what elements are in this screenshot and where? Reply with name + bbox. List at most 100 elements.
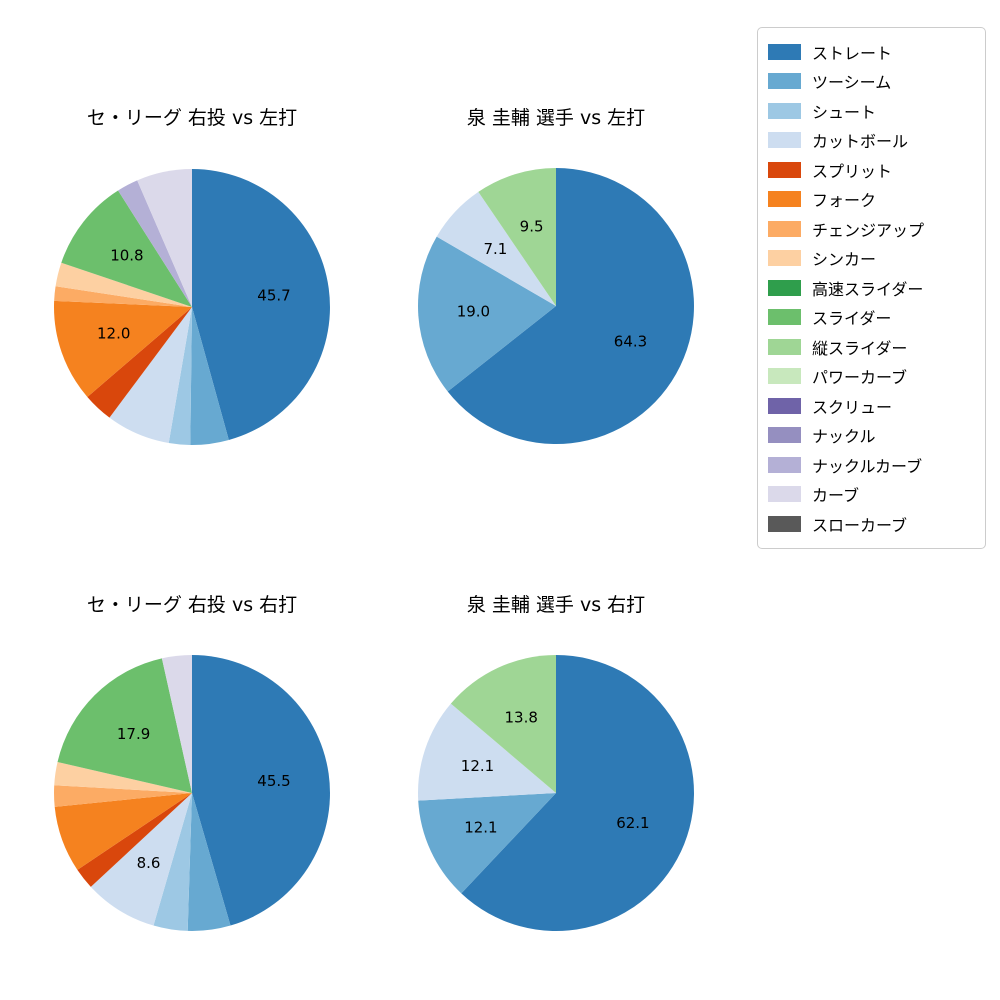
pie-slice-カーブ (137, 168, 192, 307)
pie-slice-カットボール (436, 191, 556, 306)
slice-label: 8.6 (137, 854, 161, 872)
pie-slice-ナックルカーブ (118, 180, 192, 307)
legend-label: シュート (812, 102, 877, 122)
pie-slice-スプリット (77, 793, 192, 887)
pie-slice-ストレート (447, 168, 694, 444)
slice-label: 45.7 (257, 286, 290, 304)
legend-item: ナックルカーブ (768, 450, 975, 480)
legend-swatch (768, 309, 801, 326)
chart-title-player-vs-left: 泉 圭輔 選手 vs 左打 (466, 107, 646, 129)
pie-slice-ツーシーム (417, 236, 556, 392)
legend-swatch (768, 102, 801, 119)
legend-swatch (768, 43, 801, 60)
pie-slice-スライダー (61, 190, 192, 307)
legend-label: スライダー (812, 309, 892, 329)
slice-label: 62.1 (616, 814, 649, 832)
pie-slice-ツーシーム (418, 793, 556, 894)
legend-item: カットボール (768, 126, 975, 156)
legend-label: ナックル (812, 427, 876, 447)
pie-slice-チェンジアップ (54, 785, 193, 807)
slice-label: 12.1 (461, 757, 494, 775)
legend-swatch (768, 456, 801, 473)
pie-slice-縦スライダー (478, 167, 556, 306)
legend-item: ツーシーム (768, 67, 975, 97)
legend-label: 縦スライダー (812, 338, 908, 358)
legend-item: フォーク (768, 185, 975, 215)
legend-label: フォーク (812, 191, 877, 211)
legend-swatch (768, 427, 801, 444)
legend-swatch (768, 515, 801, 532)
pie-slice-ツーシーム (190, 307, 229, 446)
chart-title-league-vs-left: セ・リーグ 右投 vs 左打 (86, 107, 298, 129)
legend-swatch (768, 73, 801, 90)
pie-slice-シンカー (55, 262, 192, 307)
pie-slice-ストレート (192, 655, 330, 926)
legend-swatch (768, 250, 801, 267)
pie-slice-ストレート (192, 169, 330, 440)
legend-item: カーブ (768, 480, 975, 510)
legend-item: スライダー (768, 303, 975, 333)
pie-slice-シュート (153, 793, 192, 931)
legend-label: シンカー (812, 250, 877, 270)
legend-swatch (768, 220, 801, 237)
pie-slice-カットボール (418, 703, 556, 801)
legend-item: スローカーブ (768, 509, 975, 539)
legend-item: ストレート (768, 37, 975, 67)
pie-slice-ツーシーム (187, 793, 231, 931)
slice-label: 45.5 (257, 772, 290, 790)
legend-swatch (768, 486, 801, 503)
pie-slice-フォーク (54, 793, 193, 870)
legend-label: 高速スライダー (812, 279, 924, 299)
legend-swatch (768, 368, 801, 385)
legend: ストレートツーシームシュートカットボール スプリットフォークチェンジアップ シンカー… (757, 27, 986, 549)
legend-item: シンカー (768, 244, 975, 274)
slice-label: 9.5 (520, 217, 544, 235)
chart-title-league-vs-right: セ・リーグ 右投 vs 右打 (86, 594, 298, 616)
legend-item: スプリット (768, 155, 975, 185)
legend-swatch (768, 132, 801, 149)
legend-item: 高速スライダー (768, 273, 975, 303)
slice-label: 13.8 (504, 708, 537, 726)
legend-item: パワーカーブ (768, 362, 975, 392)
pie-slice-カーブ (161, 655, 192, 793)
pie-slice-カットボール (109, 307, 192, 444)
slice-label: 19.0 (457, 302, 490, 320)
legend-label: ツーシーム (812, 73, 892, 93)
slice-label: 64.3 (614, 333, 647, 351)
pie-slice-スライダー (57, 658, 192, 793)
legend-swatch (768, 161, 801, 178)
legend-label: ナックルカーブ (812, 456, 923, 476)
chart-title-player-vs-right: 泉 圭輔 選手 vs 右打 (466, 594, 646, 616)
pie-slice-カットボール (90, 793, 192, 926)
legend-label: チェンジアップ (812, 220, 925, 240)
pie-slice-フォーク (53, 300, 192, 397)
legend-label: スローカーブ (812, 515, 908, 535)
legend-swatch (768, 191, 801, 208)
legend-swatch (768, 397, 801, 414)
slice-label: 12.1 (464, 818, 497, 836)
pie-slice-スプリット (87, 307, 192, 418)
legend-label: パワーカーブ (812, 368, 908, 388)
pie-slice-チェンジアップ (54, 286, 192, 307)
pie-slice-縦スライダー (450, 655, 556, 793)
legend-item: スクリュー (768, 391, 975, 421)
slice-label: 7.1 (483, 240, 507, 258)
legend-swatch (768, 279, 801, 296)
legend-label: カットボール (812, 132, 909, 152)
legend-item: ナックル (768, 421, 975, 451)
legend-label: カーブ (812, 486, 860, 506)
slice-label: 12.0 (97, 325, 130, 343)
pie-slice-シュート (168, 307, 192, 445)
legend-item: シュート (768, 96, 975, 126)
legend-label: スプリット (812, 161, 893, 181)
slice-label: 10.8 (110, 246, 143, 264)
legend-label: スクリュー (812, 397, 893, 417)
legend-label: ストレート (812, 43, 893, 63)
legend-item: 縦スライダー (768, 332, 975, 362)
pie-slice-ストレート (461, 655, 694, 931)
legend-swatch (768, 338, 801, 355)
pie-slice-シンカー (54, 762, 192, 793)
slice-label: 17.9 (117, 725, 150, 743)
